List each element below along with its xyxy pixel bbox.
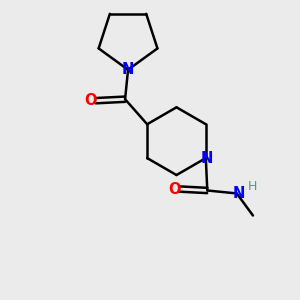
Text: N: N: [201, 151, 214, 166]
Text: O: O: [168, 182, 181, 196]
Text: N: N: [122, 62, 134, 77]
Text: N: N: [233, 186, 245, 201]
Text: O: O: [84, 93, 97, 108]
Text: H: H: [248, 180, 257, 193]
